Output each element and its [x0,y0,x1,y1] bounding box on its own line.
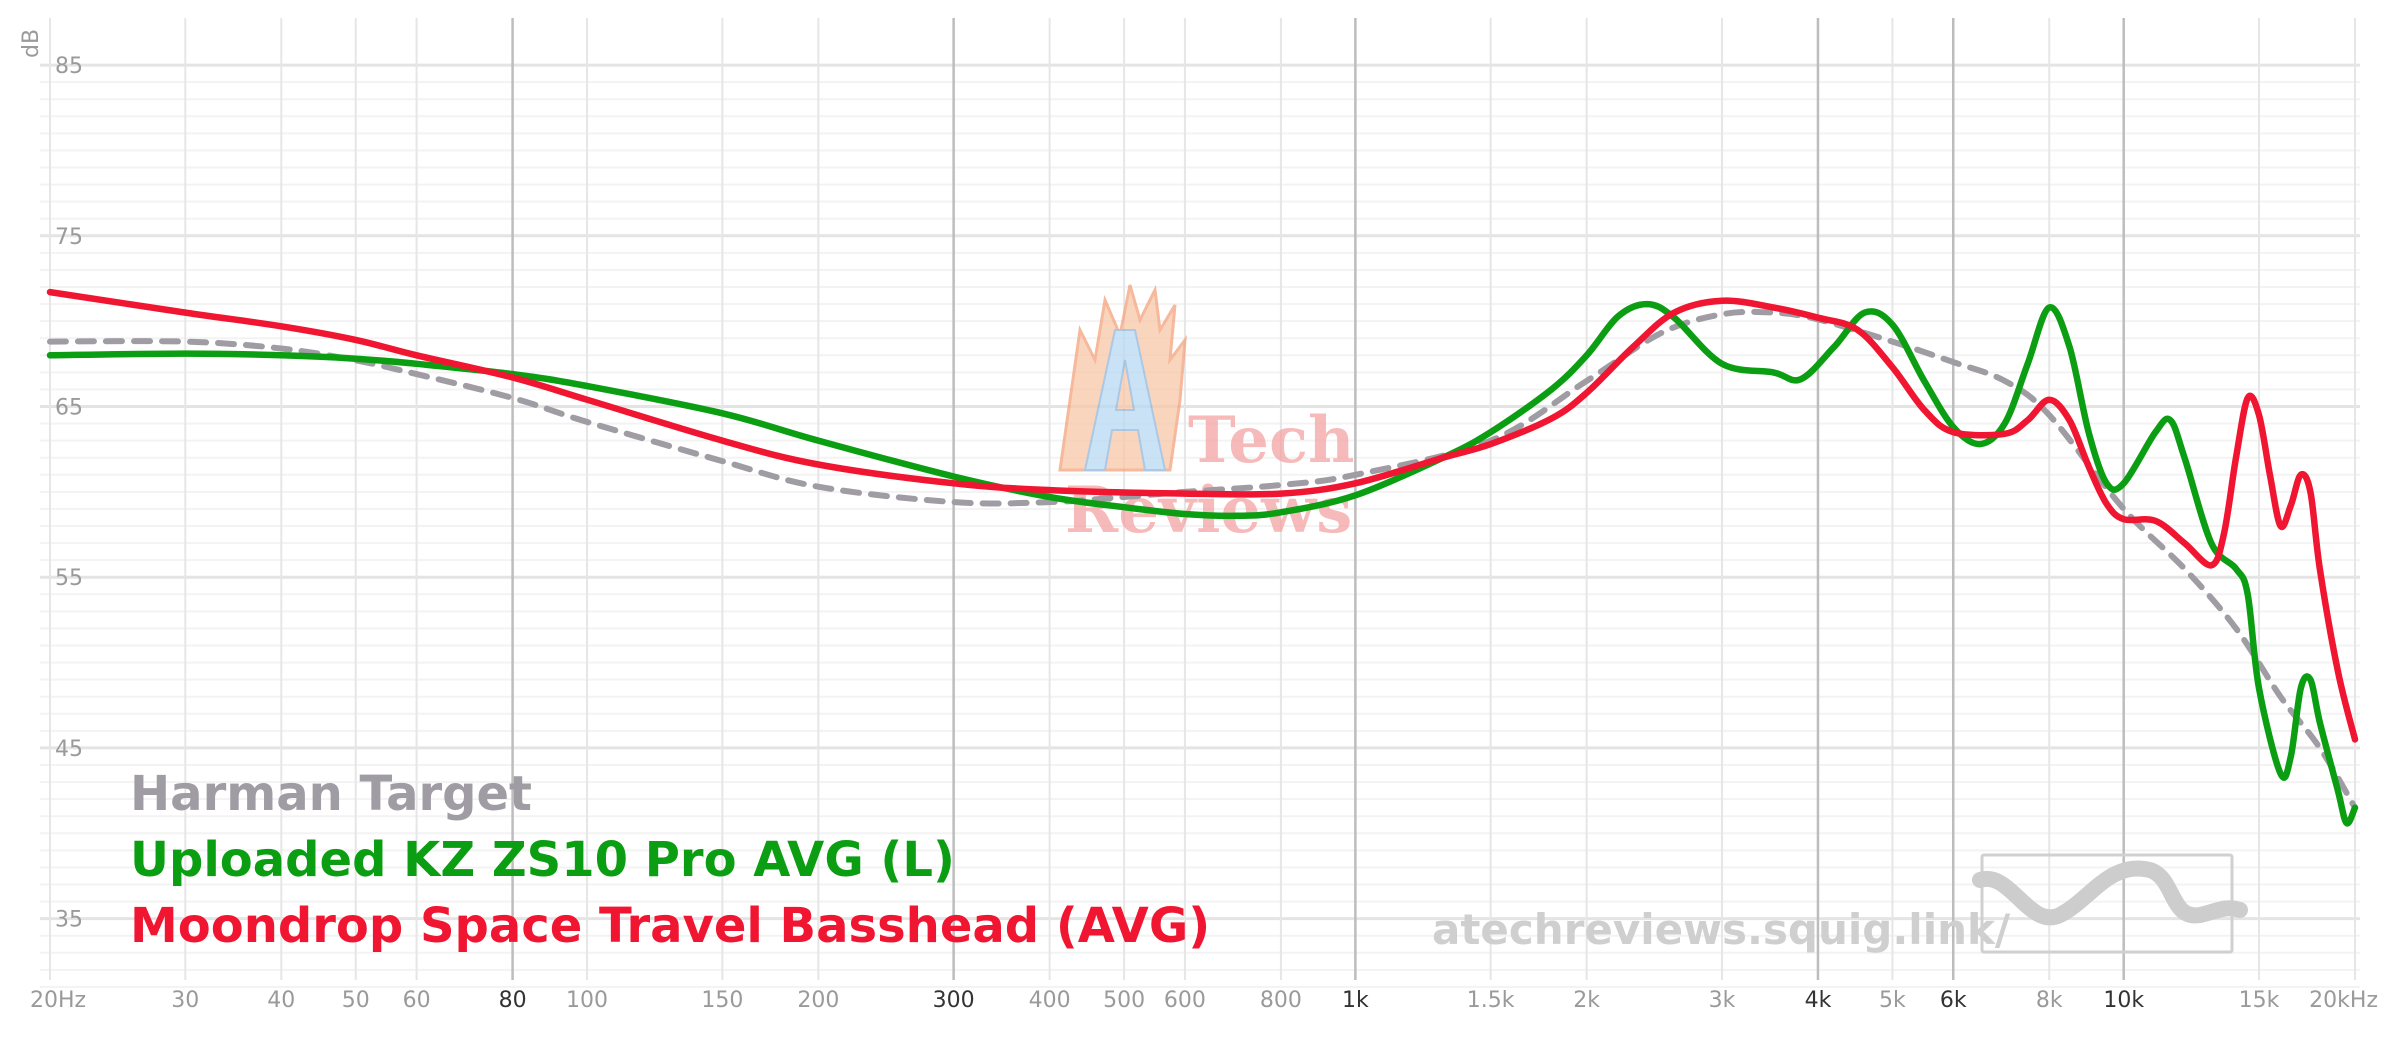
grid [40,18,2360,988]
kz-zs10-pro-curve [46,300,2359,827]
legend-item-kz-zs10-pro: Uploaded KZ ZS10 Pro AVG (L) [130,832,955,888]
x-tick-label: 3k [1709,988,1736,1013]
x-tick-label: 50 [342,988,370,1013]
x-tick-label: 40 [267,988,295,1013]
brand-letter-a-icon [1083,329,1167,471]
brand-line2: Reviews [1065,473,1352,548]
x-tick-label: 4k [1805,988,1832,1013]
y-tick-label: 45 [55,737,83,762]
legend-item-harman-target: Harman Target [130,766,532,822]
x-tick-label: 20Hz [30,988,86,1013]
x-axis-ticks: 20Hz 30 40 50 60 80 100 150 200 300 400 500 600 800 1k… [30,988,2378,1013]
x-tick-label: 400 [1029,988,1071,1013]
x-tick-label: 30 [171,988,199,1013]
squiglink-logo [1972,853,2248,954]
x-tick-label: 6k [1940,988,1967,1013]
x-tick-label: 300 [933,988,975,1013]
watermark-url: atechreviews.squig.link/ [1432,905,2011,954]
x-tick-label: 20kHz [2309,988,2378,1013]
x-tick-label: 200 [797,988,839,1013]
x-tick-label: 2k [1573,988,1600,1013]
y-axis-label: dB [19,29,44,58]
x-tick-label: 500 [1103,988,1145,1013]
brand-line1: Tech [1188,403,1355,478]
moondrop-space-travel-curve [46,288,2359,743]
y-tick-label: 35 [55,908,83,933]
x-tick-label: 80 [499,988,527,1013]
x-tick-label: 5k [1879,988,1906,1013]
x-tick-label: 600 [1164,988,1206,1013]
y-tick-label: 55 [55,566,83,591]
y-tick-label: 75 [55,225,83,250]
x-tick-label: 150 [701,988,743,1013]
squiggle-icon [1972,860,2248,926]
x-tick-label: 1.5k [1467,988,1515,1013]
y-tick-label: 85 [55,54,83,79]
x-tick-label: 10k [2103,988,2144,1013]
legend: Harman Target Uploaded KZ ZS10 Pro AVG (… [130,766,1210,954]
x-tick-label: 800 [1260,988,1302,1013]
x-tick-label: 8k [2036,988,2063,1013]
x-tick-label: 60 [403,988,431,1013]
y-axis-ticks: 85 75 65 55 45 35 [55,54,83,933]
x-tick-label: 1k [1342,988,1369,1013]
y-tick-label: 65 [55,396,83,421]
x-tick-label: 15k [2239,988,2280,1013]
curves [46,288,2359,827]
legend-item-moondrop-space-travel: Moondrop Space Travel Basshead (AVG) [130,898,1210,954]
x-tick-label: 100 [566,988,608,1013]
